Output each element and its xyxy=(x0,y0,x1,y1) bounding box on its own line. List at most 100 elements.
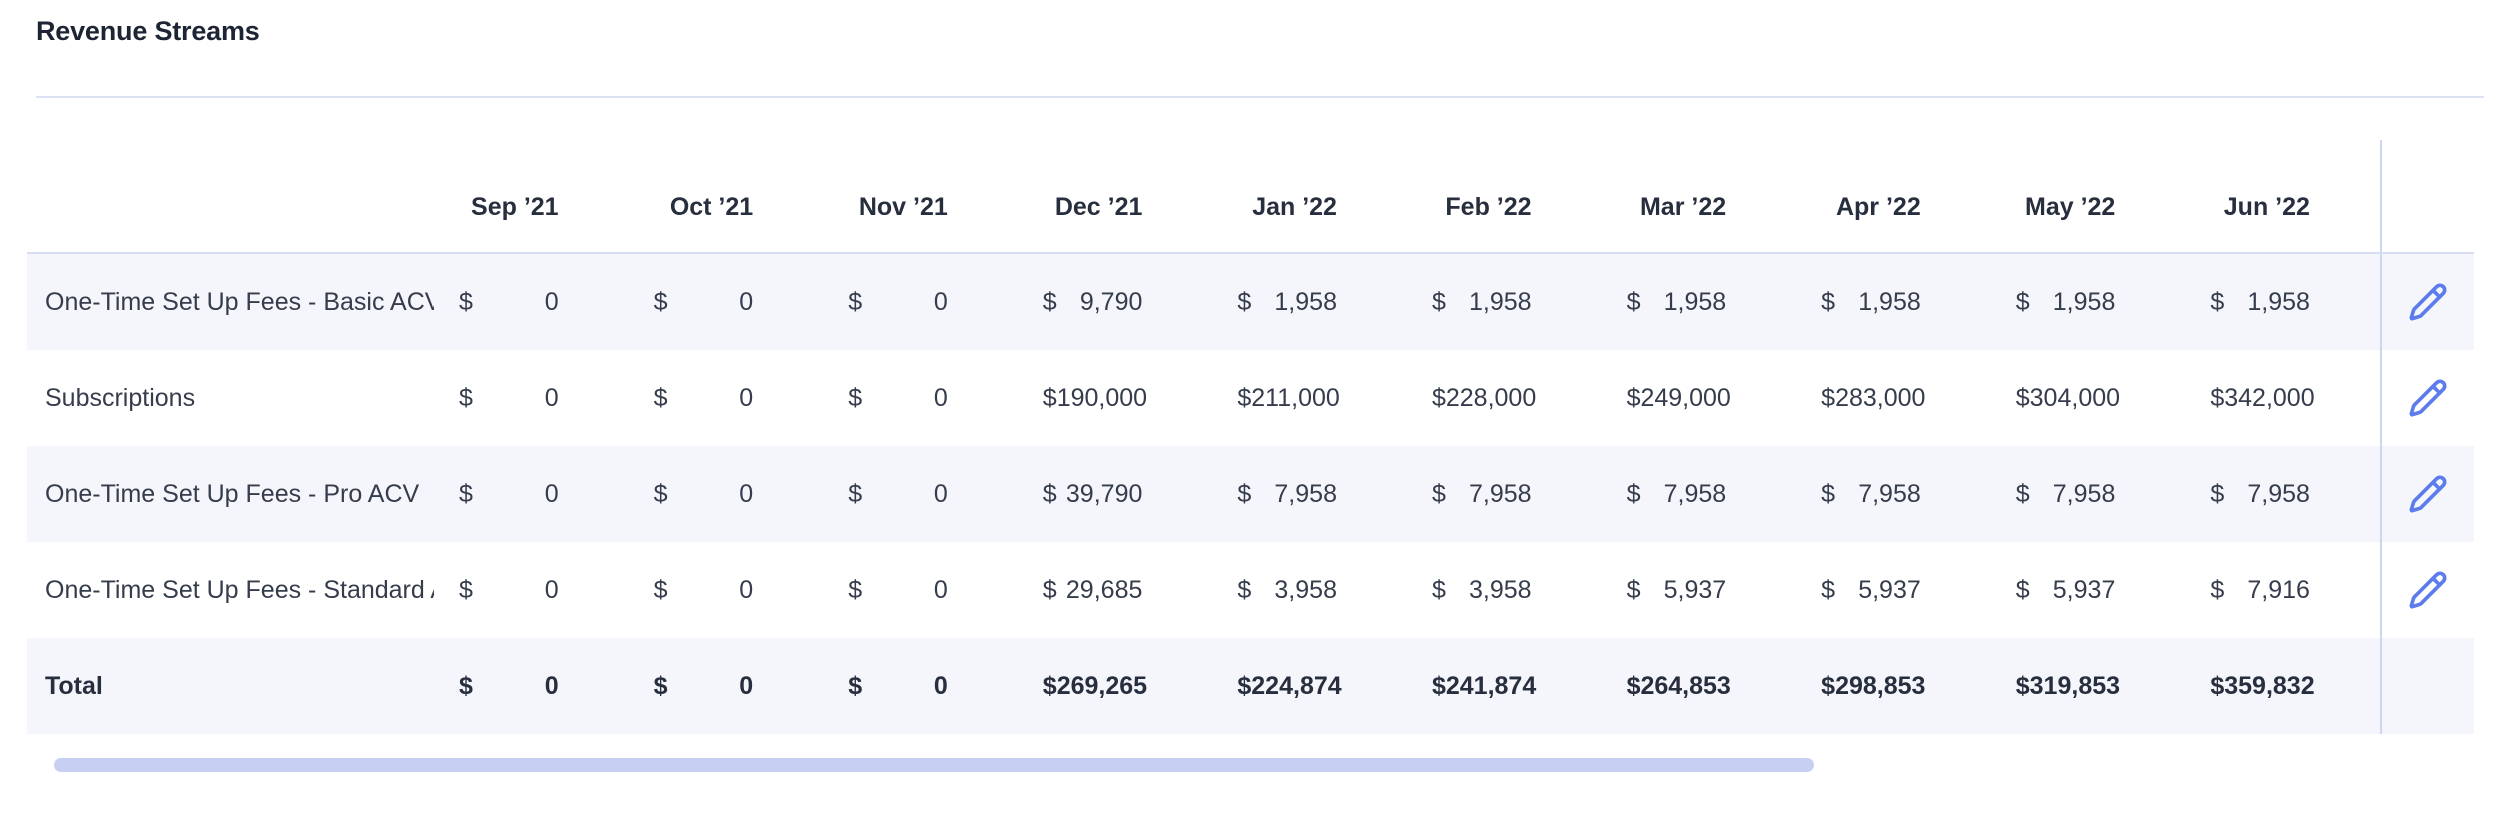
value-cell: $39,790 xyxy=(1018,446,1213,542)
currency-symbol: $ xyxy=(848,671,863,700)
horizontal-scrollbar-thumb[interactable] xyxy=(54,758,1814,772)
cell-value: 342,000 xyxy=(2224,383,2315,412)
cell-value: 0 xyxy=(544,479,559,508)
currency-symbol: $ xyxy=(1626,287,1641,316)
value-cell: $1,958 xyxy=(1796,254,1991,350)
currency-symbol: $ xyxy=(1042,287,1057,316)
currency-symbol: $ xyxy=(2210,671,2225,700)
cell-value: 7,958 xyxy=(2052,479,2116,508)
cell-value: 0 xyxy=(933,479,948,508)
month-column-header: Dec ’21 xyxy=(1054,193,1143,221)
month-column-header: Jan ’22 xyxy=(1252,193,1337,221)
cell-value: 319,853 xyxy=(2029,671,2121,700)
currency-symbol: $ xyxy=(1626,383,1641,412)
currency-symbol: $ xyxy=(2210,479,2225,508)
value-cell: $7,958 xyxy=(1796,446,1991,542)
edit-cell xyxy=(2379,638,2474,734)
value-cell: $211,000 xyxy=(1212,350,1407,446)
value-cell: $7,958 xyxy=(1212,446,1407,542)
currency-symbol: $ xyxy=(653,575,668,604)
edit-column-header xyxy=(2379,140,2474,252)
pencil-icon xyxy=(2409,379,2447,417)
value-cell: $1,958 xyxy=(1212,254,1407,350)
value-cell: $5,937 xyxy=(1991,542,2186,638)
edit-row-button[interactable] xyxy=(2408,570,2448,610)
value-cell: $7,958 xyxy=(2185,446,2380,542)
edit-cell xyxy=(2379,542,2474,638)
row-label-column-header xyxy=(27,140,434,252)
edit-row-button[interactable] xyxy=(2408,378,2448,418)
table-row: Subscriptions $0 $0 $0 $190,000 $211,000 $228,… xyxy=(27,350,2474,446)
table-row: One-Time Set Up Fees - Pro ACV $0 $0 $0 $39,… xyxy=(27,446,2474,542)
row-label: One-Time Set Up Fees - Basic ACV xyxy=(45,287,434,316)
cell-value: 0 xyxy=(544,287,559,316)
currency-symbol: $ xyxy=(1821,575,1836,604)
row-label: Subscriptions xyxy=(45,383,196,412)
value-cell: $3,958 xyxy=(1212,542,1407,638)
cell-value: 211,000 xyxy=(1251,383,1340,412)
currency-symbol: $ xyxy=(1042,575,1057,604)
month-column-header: Nov ’21 xyxy=(858,193,948,221)
currency-symbol: $ xyxy=(459,383,473,412)
revenue-streams-table: Sep ’21 Oct ’21 Nov ’21 Dec ’21 Jan ’22 Feb ’… xyxy=(27,140,2474,734)
currency-symbol: $ xyxy=(1237,575,1252,604)
value-cell: $7,916 xyxy=(2185,542,2380,638)
currency-symbol: $ xyxy=(1821,383,1836,412)
value-cell: $0 xyxy=(823,350,1018,446)
month-column-header: Jun ’22 xyxy=(2223,193,2310,221)
currency-symbol: $ xyxy=(1626,575,1641,604)
cell-value: 5,937 xyxy=(2052,575,2116,604)
title-divider xyxy=(36,96,2484,98)
value-cell: $0 xyxy=(823,254,1018,350)
value-cell: $1,958 xyxy=(2185,254,2380,350)
cell-value: 39,790 xyxy=(1065,479,1143,508)
currency-symbol: $ xyxy=(653,383,668,412)
edit-row-button[interactable] xyxy=(2408,282,2448,322)
cell-value: 0 xyxy=(739,671,754,700)
cell-value: 1,958 xyxy=(2247,287,2310,316)
cell-value: 241,874 xyxy=(1445,671,1537,700)
cell-value: 0 xyxy=(544,671,559,700)
value-cell: $0 xyxy=(823,638,1018,734)
edit-row-button[interactable] xyxy=(2408,474,2448,514)
edit-cell xyxy=(2379,446,2474,542)
cell-value: 5,937 xyxy=(1858,575,1921,604)
value-cell: $7,958 xyxy=(1602,446,1797,542)
cell-value: 1,958 xyxy=(1469,287,1532,316)
cell-value: 269,265 xyxy=(1056,671,1148,700)
edit-cell xyxy=(2379,254,2474,350)
cell-value: 190,000 xyxy=(1056,383,1148,412)
cell-value: 7,958 xyxy=(1663,479,1727,508)
cell-value: 0 xyxy=(544,575,559,604)
value-cell: $342,000 xyxy=(2185,350,2380,446)
value-cell: $241,874 xyxy=(1407,638,1602,734)
currency-symbol: $ xyxy=(459,479,473,508)
cell-value: 359,832 xyxy=(2224,671,2315,700)
table-total-row: Total $0 $0 $0 $269,265 $224,874 $241,874 $264,… xyxy=(27,638,2474,734)
pencil-icon xyxy=(2409,475,2447,513)
table-row: One-Time Set Up Fees - Standard ACV$0$0$… xyxy=(27,542,2474,638)
value-cell: $9,790 xyxy=(1018,254,1213,350)
page-title: Revenue Streams xyxy=(36,16,260,46)
cell-value: 0 xyxy=(544,383,559,412)
currency-symbol: $ xyxy=(459,671,473,700)
value-cell: $283,000 xyxy=(1796,350,1991,446)
value-cell: $0 xyxy=(434,638,629,734)
cell-value: 1,958 xyxy=(1274,287,1337,316)
value-cell: $269,265 xyxy=(1018,638,1213,734)
value-cell: $7,958 xyxy=(1991,446,2186,542)
table-header-row: Sep ’21 Oct ’21 Nov ’21 Dec ’21 Jan ’22 Feb ’… xyxy=(27,140,2474,254)
value-cell: $0 xyxy=(629,446,824,542)
value-cell: $0 xyxy=(434,350,629,446)
cell-value: 7,958 xyxy=(1274,479,1337,508)
value-cell: $190,000 xyxy=(1018,350,1213,446)
cell-value: 0 xyxy=(739,479,754,508)
value-cell: $5,937 xyxy=(1796,542,1991,638)
pencil-icon xyxy=(2409,283,2447,321)
currency-symbol: $ xyxy=(653,287,668,316)
value-cell: $298,853 xyxy=(1796,638,1991,734)
currency-symbol: $ xyxy=(459,575,473,604)
cell-value: 0 xyxy=(933,287,948,316)
row-label: One-Time Set Up Fees - Standard ACV xyxy=(45,575,434,604)
row-label: Total xyxy=(45,671,103,700)
